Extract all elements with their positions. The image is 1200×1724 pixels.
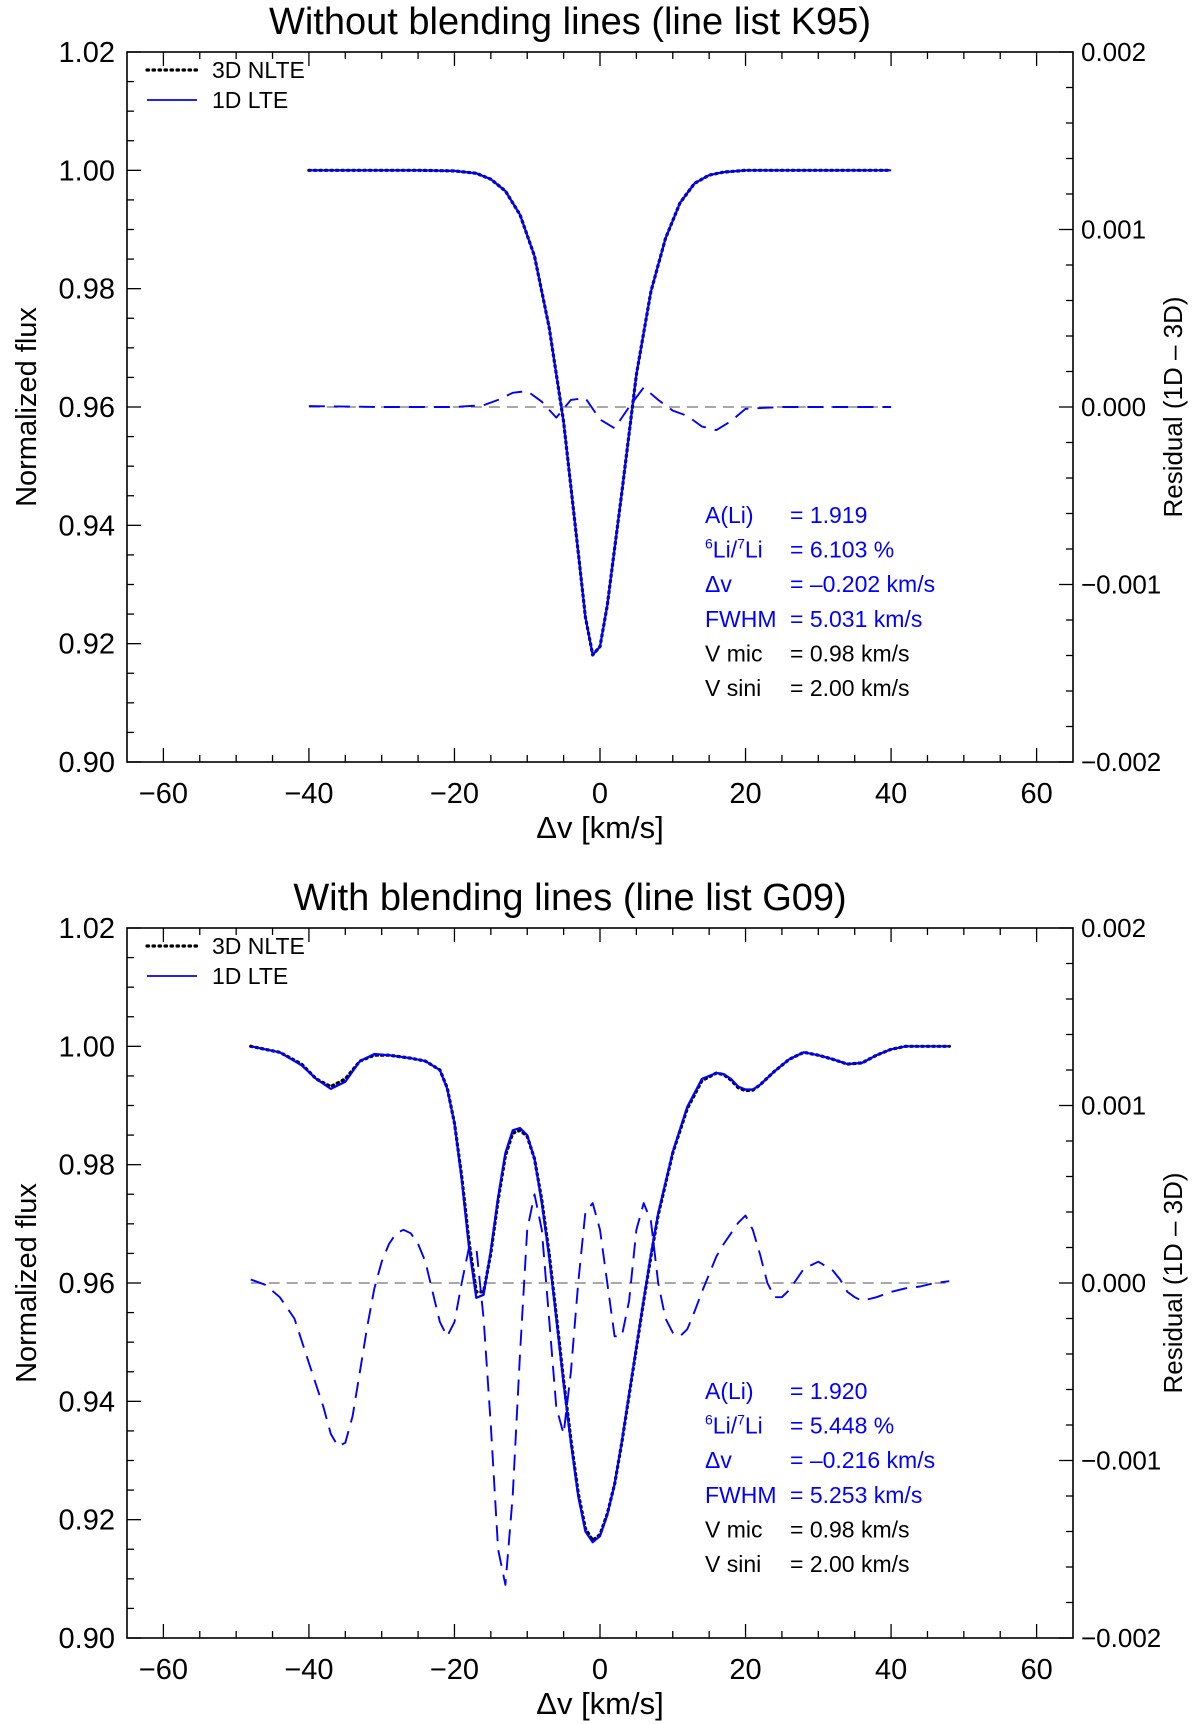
annotation-value: = 1.920 [790,1378,867,1404]
y2-tick-label: 0.001 [1081,1091,1146,1121]
y-tick-label: 0.94 [59,1386,115,1418]
annotation-superscript: 7 [737,536,745,552]
x-tick-label: 40 [875,1654,907,1686]
annotation-value: = 2.00 km/s [790,1551,910,1577]
annotation-label: V sini [705,675,761,701]
annotation-value: = 0.98 km/s [790,640,910,666]
x-tick-label: −60 [139,1654,188,1686]
annotation-label: FWHM [705,1482,777,1508]
series-1d-lte-line [250,1045,950,1544]
y2-tick-label: −0.001 [1081,570,1161,600]
y-tick-label: 1.02 [59,37,115,69]
x-axis-label: Δv [km/s] [536,810,663,845]
y2-axis-label: Residual (1D – 3D) [1158,1172,1188,1393]
y2-tick-label: 0.000 [1081,392,1146,422]
annotation-label: 6Li/7Li [705,1412,763,1439]
x-tick-label: 20 [729,1654,761,1686]
y2-tick-label: 0.001 [1081,215,1146,245]
y-axis-label: Normalized flux [11,307,43,507]
y-axis-label: Normalized flux [11,1183,43,1383]
annotation-label: Δv [705,1447,732,1473]
x-tick-label: 40 [875,778,907,810]
y-tick-label: 0.98 [59,274,115,306]
x-tick-label: 60 [1020,778,1052,810]
legend-label: 1D LTE [212,963,288,989]
annotation-label: A(Li) [705,1378,754,1404]
panel-bottom-with-blending: With blending lines (line list G09) −60 −4… [11,877,1188,1721]
y2-axis-label: Residual (1D – 3D) [1158,296,1188,517]
y2-tick-label: −0.002 [1081,747,1161,777]
annotation-superscript: 6 [705,1412,713,1428]
y-tick-label: 0.94 [59,510,115,542]
legend-label: 3D NLTE [212,57,305,83]
legend-label: 3D NLTE [212,933,305,959]
annotation-label: FWHM [705,606,777,632]
y-tick-label: 0.92 [59,1505,115,1537]
annotation-label: V mic [705,1516,763,1542]
annotation-label-part: Li/ [713,1413,738,1439]
x-tick-label: −60 [139,778,188,810]
y-tick-label: 0.96 [59,1268,115,1300]
annotation-label: V sini [705,1551,761,1577]
x-tick-label: −40 [284,1654,333,1686]
y2-tick-label: 0.002 [1081,913,1146,943]
y-tick-label: 0.90 [59,747,115,779]
series-1d-lte-line [308,169,892,657]
series-residual-line [250,1193,950,1586]
annotation-value: = 0.98 km/s [790,1516,910,1542]
y-tick-label: 1.02 [59,913,115,945]
annotation-label-part: Li [745,1413,763,1439]
y-tick-label: 0.90 [59,1623,115,1655]
annotation-value: = 2.00 km/s [790,675,910,701]
y-tick-label: 0.92 [59,629,115,661]
x-tick-label: 60 [1020,1654,1052,1686]
x-tick-label: 20 [729,778,761,810]
annotation-superscript: 6 [705,536,713,552]
y-tick-label: 0.96 [59,392,115,424]
y2-tick-label: 0.000 [1081,1268,1146,1298]
y-tick-label: 1.00 [59,1031,115,1063]
annotation-label: 6Li/7Li [705,536,763,563]
x-tick-label: −40 [284,778,333,810]
annotation-superscript: 7 [737,1412,745,1428]
annotation-label-part: Li [745,537,763,563]
x-tick-label: 0 [592,778,608,810]
annotation-label-part: Li/ [713,537,738,563]
annotation-label: V mic [705,640,763,666]
x-tick-label: −20 [430,1654,479,1686]
y-tick-label: 1.00 [59,155,115,187]
annotation-label: A(Li) [705,502,754,528]
x-tick-label: 0 [592,1654,608,1686]
chart-title: With blending lines (line list G09) [293,877,846,919]
annotation-value: = 1.919 [790,502,867,528]
annotation-label: Δv [705,571,732,597]
annotation-value: = 5.253 km/s [790,1482,922,1508]
legend-label: 1D LTE [212,87,288,113]
x-axis-label: Δv [km/s] [536,1686,663,1721]
annotation-value: = –0.202 km/s [790,571,935,597]
x-tick-label: −20 [430,778,479,810]
annotation-value: = 6.103 % [790,537,894,563]
annotation-value: = 5.031 km/s [790,606,922,632]
series-residual-line [308,386,892,432]
annotation-value: = –0.216 km/s [790,1447,935,1473]
y2-tick-label: −0.001 [1081,1446,1161,1476]
panel-top-without-blending: Without blending lines (line list K95) −6… [11,1,1188,845]
annotation-value: = 5.448 % [790,1413,894,1439]
y2-tick-label: −0.002 [1081,1623,1161,1653]
y2-tick-label: 0.002 [1081,37,1146,67]
y-tick-label: 0.98 [59,1150,115,1182]
chart-title: Without blending lines (line list K95) [269,1,871,43]
